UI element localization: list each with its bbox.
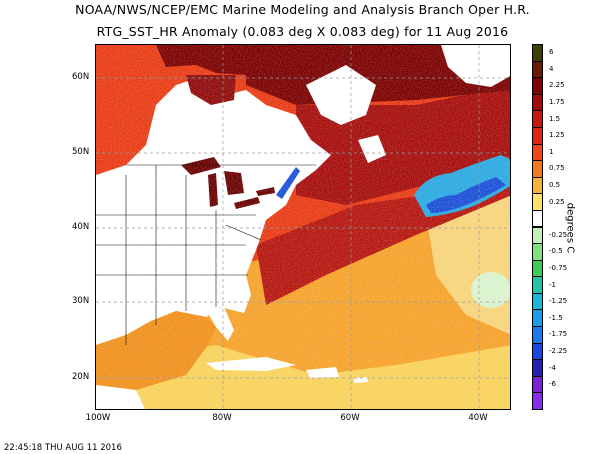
colorbar-tick-label: 4 <box>549 64 554 73</box>
lon-label-60w: 60W <box>340 413 360 423</box>
colorbar-tick-label: 1 <box>549 147 554 156</box>
colorbar-tick-label: 0.75 <box>549 164 565 173</box>
colorbar-tick-label: -0.5 <box>549 247 563 256</box>
colorbar-swatch <box>532 259 543 278</box>
colorbar-tick-label: -0.25 <box>549 230 568 239</box>
colorbar-legend <box>532 44 543 410</box>
colorbar-tick-label: -0.75 <box>549 263 568 272</box>
data-speckle-overlay <box>96 45 510 409</box>
colorbar-swatch <box>532 342 543 361</box>
lat-label-60n: 60N <box>72 72 90 82</box>
lat-label-50n: 50N <box>72 147 90 157</box>
colorbar-tick-label: -4 <box>549 363 556 372</box>
colorbar-swatch <box>532 392 543 410</box>
sst-anomaly-map <box>95 44 511 410</box>
map-title-line-2: RTG_SST_HR Anomaly (0.083 deg X 0.083 de… <box>96 24 509 39</box>
colorbar-tick-label: -1.25 <box>549 297 568 306</box>
colorbar-swatch <box>532 326 543 344</box>
colorbar-tick-label: -1.5 <box>549 313 563 322</box>
colorbar-tick-label: 6 <box>549 48 554 57</box>
lat-label-40n: 40N <box>72 222 90 232</box>
colorbar-tick-label: -1 <box>549 280 556 289</box>
colorbar-swatch <box>532 77 543 95</box>
colorbar-swatch <box>532 309 543 328</box>
colorbar-tick-label: 1.75 <box>549 98 565 107</box>
lat-label-20n: 20N <box>72 372 90 382</box>
colorbar-tick-label: 1.25 <box>549 131 565 140</box>
colorbar-unit-label: degrees C <box>564 202 576 254</box>
lon-label-100w: 100W <box>85 413 111 423</box>
colorbar-tick-label: -2.25 <box>549 346 568 355</box>
lat-label-30n: 30N <box>72 296 90 306</box>
colorbar-swatch <box>532 126 543 145</box>
colorbar-swatch <box>532 93 543 112</box>
colorbar-tick-label: 1.5 <box>549 114 561 123</box>
colorbar-swatch <box>532 359 543 377</box>
map-title-line-1: NOAA/NWS/NCEP/EMC Marine Modeling and An… <box>75 2 530 17</box>
colorbar-swatch <box>532 110 543 128</box>
lat-lon-grid <box>96 45 510 409</box>
colorbar-swatch <box>532 226 543 245</box>
colorbar-swatch <box>532 160 543 178</box>
colorbar-swatch <box>532 292 543 311</box>
lon-label-40w: 40W <box>468 413 488 423</box>
colorbar-tick-label: 0.25 <box>549 197 565 206</box>
colorbar-swatch <box>532 44 543 62</box>
colorbar-tick-label: 0.5 <box>549 181 561 190</box>
colorbar-tick-label: -1.75 <box>549 330 568 339</box>
generation-timestamp: 22:45:18 THU AUG 11 2016 <box>4 443 122 453</box>
lon-label-80w: 80W <box>212 413 232 423</box>
colorbar-swatch <box>532 143 543 162</box>
colorbar-tick-label: 2.25 <box>549 81 565 90</box>
colorbar-swatch <box>532 60 543 79</box>
colorbar-swatch <box>532 209 543 228</box>
colorbar-tick-label: -6 <box>549 380 556 389</box>
colorbar-swatch <box>532 243 543 261</box>
colorbar-swatch <box>532 193 543 211</box>
colorbar-swatch <box>532 375 543 394</box>
colorbar-swatch <box>532 176 543 195</box>
colorbar-swatch <box>532 276 543 294</box>
